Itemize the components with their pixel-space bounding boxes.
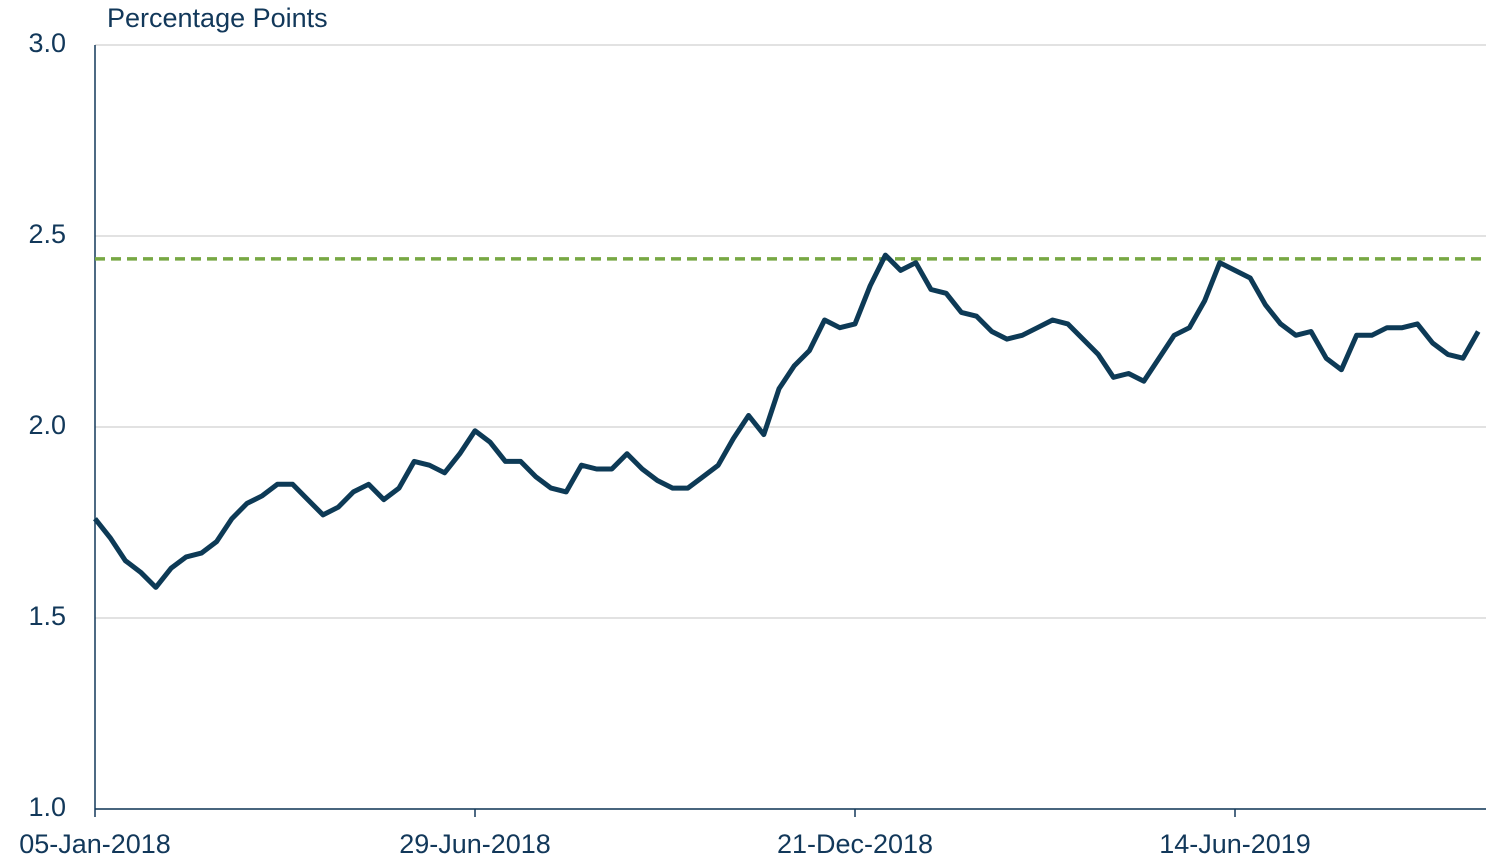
y-tick-label: 1.5 <box>28 601 66 631</box>
y-tick-label: 2.5 <box>28 219 66 249</box>
y-tick-label: 2.0 <box>28 410 66 440</box>
y-axis-label: Percentage Points <box>107 3 328 33</box>
x-tick-label: 05-Jan-2018 <box>19 829 171 859</box>
x-tick-label: 29-Jun-2018 <box>399 829 551 859</box>
x-tick-label: 21-Dec-2018 <box>777 829 933 859</box>
y-tick-label: 1.0 <box>28 792 66 822</box>
data-line <box>93 252 1481 590</box>
x-tick-label: 14-Jun-2019 <box>1159 829 1311 859</box>
y-tick-label: 3.0 <box>28 28 66 58</box>
